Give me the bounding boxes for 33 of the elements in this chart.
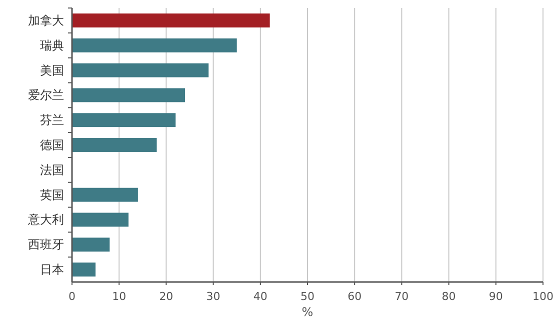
bar: [72, 88, 186, 102]
x-tick-label: 10: [112, 290, 126, 303]
x-tick-label: 60: [348, 290, 362, 303]
bar: [72, 113, 176, 128]
y-tick-label: 德国: [40, 138, 64, 152]
y-tick-label: 美国: [40, 63, 64, 78]
x-tick-label: 0: [68, 290, 76, 303]
x-tick-label: 30: [206, 290, 220, 303]
y-tick-label: 芬兰: [40, 113, 64, 128]
y-tick-label: 西班牙: [28, 238, 64, 252]
bar: [72, 212, 129, 227]
y-tick-label: 爱尔兰: [28, 88, 64, 102]
bar: [72, 262, 96, 277]
y-tick-label: 英国: [40, 188, 64, 202]
bar: [72, 238, 110, 252]
y-tick-label: 加拿大: [28, 13, 64, 28]
x-tick-label: 90: [488, 290, 503, 303]
bar: [72, 13, 270, 28]
bar: [72, 188, 138, 202]
y-tick-label: 日本: [40, 262, 64, 277]
x-tick-label: 20: [159, 290, 174, 303]
x-tick-label: 50: [300, 290, 314, 303]
x-axis-title: %: [302, 305, 314, 319]
y-tick-label: 意大利: [27, 212, 64, 227]
bar: [72, 38, 237, 52]
y-tick-label: 法国: [40, 162, 64, 177]
x-tick-label: 80: [442, 290, 456, 303]
x-tick-label: 40: [253, 290, 268, 303]
bar: [72, 63, 209, 78]
x-tick-label: 100: [532, 290, 554, 303]
x-tick-label: 70: [394, 290, 409, 303]
y-tick-label: 瑞典: [40, 38, 64, 52]
bar: [72, 138, 157, 152]
